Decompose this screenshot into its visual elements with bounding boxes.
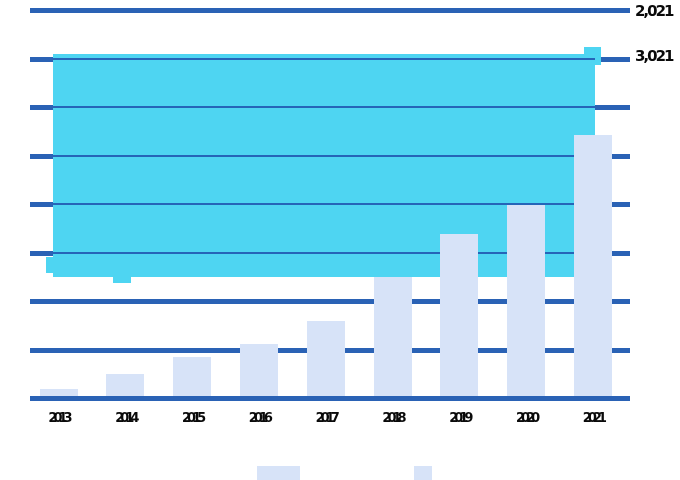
y-gridline <box>30 299 630 304</box>
legend-swatch-2 <box>414 466 432 480</box>
y-gridline-over-band <box>53 57 595 60</box>
x-tick-label: 2017 <box>315 411 340 426</box>
bar-2015 <box>173 357 212 398</box>
band-step-notch <box>113 276 131 283</box>
bar-2017 <box>306 321 345 398</box>
y-gridline <box>30 8 630 13</box>
x-tick-label: 2018 <box>382 411 406 426</box>
bar-2013 <box>39 388 78 398</box>
y-gridline-over-band <box>53 203 595 205</box>
end-label-top: 2,021 <box>635 2 674 20</box>
bar-2019 <box>440 234 479 398</box>
band-area <box>53 54 595 277</box>
x-tick-label: 2021 <box>582 411 607 426</box>
y-gridline-over-band <box>53 106 595 108</box>
bar-2014 <box>106 374 145 398</box>
y-gridline-over-band <box>53 154 595 157</box>
end-label-second: 3,021 <box>635 47 674 65</box>
x-tick-label: 2016 <box>248 411 273 426</box>
x-tick-label: 2015 <box>182 411 206 426</box>
x-tick-label: 2014 <box>115 411 139 426</box>
x-axis-line <box>30 396 630 401</box>
band-step-right <box>584 46 601 65</box>
x-tick-label: 2020 <box>516 411 540 426</box>
legend-swatch-1 <box>257 466 300 480</box>
x-tick-label: 2013 <box>48 411 72 426</box>
y-gridline-over-band <box>53 251 595 254</box>
bar-2016 <box>239 344 278 398</box>
x-tick-label: 2019 <box>449 411 473 426</box>
bar-2020 <box>507 204 546 398</box>
bar-2018 <box>373 277 412 398</box>
bar-2021 <box>573 134 612 398</box>
band-step-left <box>46 257 53 273</box>
